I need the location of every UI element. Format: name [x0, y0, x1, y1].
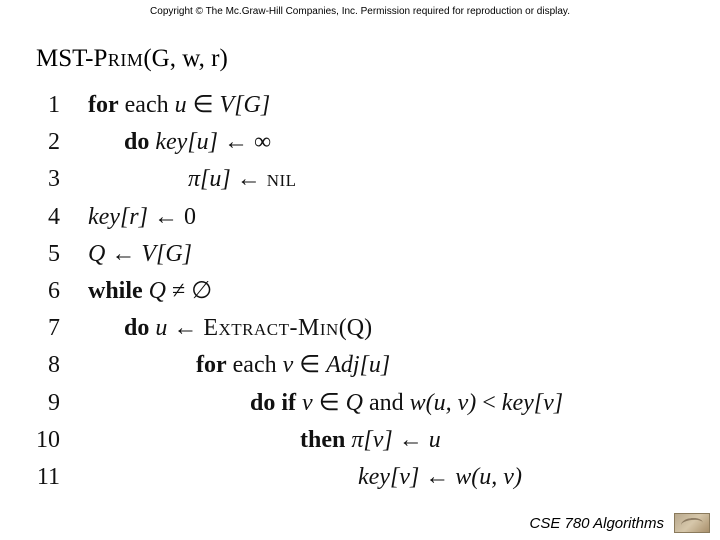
kw-for: for: [88, 92, 119, 118]
kw-do: do: [124, 315, 149, 341]
kw-do: do: [250, 390, 275, 416]
line-number: 2: [36, 124, 88, 161]
line-code: for each v ∈ Adj[u]: [88, 347, 563, 384]
sym-inf: ∞: [254, 129, 271, 155]
pseudocode-lines: 1 for each u ∈ V[G] 2 do key[u] ← ∞ 3 π[…: [36, 87, 563, 496]
var-q: Q: [149, 278, 166, 304]
title-name: Prim: [93, 45, 143, 72]
sym-leftarrow: ←: [154, 204, 178, 230]
line-number: 10: [36, 422, 88, 459]
line-7: 7 do u ← Extract-Min(Q): [36, 310, 563, 347]
line-5: 5 Q ← V[G]: [36, 236, 563, 273]
line-10: 10 then π[v] ← u: [36, 422, 563, 459]
title-args: (G, w, r): [143, 45, 227, 72]
kw-while: while: [88, 278, 143, 304]
line-11: 11 key[v] ← w(u, v): [36, 459, 563, 496]
kw-if: if: [281, 390, 296, 416]
kw-for: for: [196, 352, 227, 378]
expr-keyu: key[u]: [155, 129, 218, 155]
logo-icon: [674, 513, 710, 533]
var-q: Q: [346, 390, 363, 416]
line-code: π[u] ← nil: [88, 161, 563, 198]
algorithm-block: MST-Prim(G, w, r) 1 for each u ∈ V[G] 2 …: [36, 45, 720, 496]
kw-each: each: [125, 92, 169, 118]
expr-vg: V[G]: [220, 92, 271, 118]
line-number: 5: [36, 236, 88, 273]
line-4: 4 key[r] ← 0: [36, 199, 563, 236]
line-code: do key[u] ← ∞: [88, 124, 563, 161]
fn-extractmin: Extract-Min: [203, 315, 338, 341]
var-u: u: [429, 427, 441, 453]
var-u: u: [175, 92, 187, 118]
algorithm-title: MST-Prim(G, w, r): [36, 45, 720, 73]
line-3: 3 π[u] ← nil: [36, 161, 563, 198]
const-nil: nil: [267, 166, 297, 192]
line-number: 8: [36, 347, 88, 384]
sym-neq: ≠: [172, 278, 185, 304]
kw-each: each: [233, 352, 277, 378]
sym-in: ∈: [299, 352, 320, 378]
var-v: v: [283, 352, 294, 378]
expr-adj: Adj[u]: [326, 352, 390, 378]
sym-leftarrow: ←: [224, 129, 248, 155]
expr-piu: π[u]: [188, 166, 231, 192]
sym-leftarrow: ←: [111, 241, 135, 267]
var-q: Q: [88, 241, 105, 267]
line-code: then π[v] ← u: [88, 422, 563, 459]
expr-keyr: key[r]: [88, 204, 148, 230]
expr-wuv: w(u, v): [455, 464, 522, 490]
expr-keyv: key[v]: [502, 390, 563, 416]
line-number: 7: [36, 310, 88, 347]
copyright-notice: Copyright © The Mc.Graw-Hill Companies, …: [0, 0, 720, 17]
kw-do: do: [124, 129, 149, 155]
sym-leftarrow: ←: [425, 464, 449, 490]
const-zero: 0: [184, 204, 196, 230]
line-number: 4: [36, 199, 88, 236]
line-code: Q ← V[G]: [88, 236, 563, 273]
line-9: 9 do if v ∈ Q and w(u, v) < key[v]: [36, 385, 563, 422]
sym-leftarrow: ←: [399, 427, 423, 453]
line-number: 11: [36, 459, 88, 496]
kw-then: then: [300, 427, 345, 453]
line-code: for each u ∈ V[G]: [88, 87, 563, 124]
line-2: 2 do key[u] ← ∞: [36, 124, 563, 161]
line-code: key[r] ← 0: [88, 199, 563, 236]
line-code: while Q ≠ ∅: [88, 273, 563, 310]
line-number: 9: [36, 385, 88, 422]
var-u: u: [155, 315, 167, 341]
expr-keyv: key[v]: [358, 464, 419, 490]
footer-text: CSE 780 Algorithms: [529, 515, 664, 532]
sym-leftarrow: ←: [237, 166, 261, 192]
line-1: 1 for each u ∈ V[G]: [36, 87, 563, 124]
kw-and: and: [369, 390, 404, 416]
line-8: 8 for each v ∈ Adj[u]: [36, 347, 563, 384]
expr-piv: π[v]: [351, 427, 392, 453]
title-prefix: MST-: [36, 45, 93, 72]
var-v: v: [302, 390, 313, 416]
line-6: 6 while Q ≠ ∅: [36, 273, 563, 310]
line-number: 3: [36, 161, 88, 198]
line-number: 6: [36, 273, 88, 310]
sym-leftarrow: ←: [173, 315, 197, 341]
line-code: do u ← Extract-Min(Q): [88, 310, 563, 347]
line-number: 1: [36, 87, 88, 124]
expr-vg: V[G]: [141, 241, 192, 267]
expr-wuv: w(u, v): [410, 390, 477, 416]
sym-empty: ∅: [191, 278, 212, 304]
sym-in: ∈: [193, 92, 214, 118]
sym-lt: <: [482, 390, 496, 416]
line-code: key[v] ← w(u, v): [88, 459, 563, 496]
sym-in: ∈: [319, 390, 340, 416]
fn-arg: (Q): [339, 315, 372, 341]
line-code: do if v ∈ Q and w(u, v) < key[v]: [88, 385, 563, 422]
